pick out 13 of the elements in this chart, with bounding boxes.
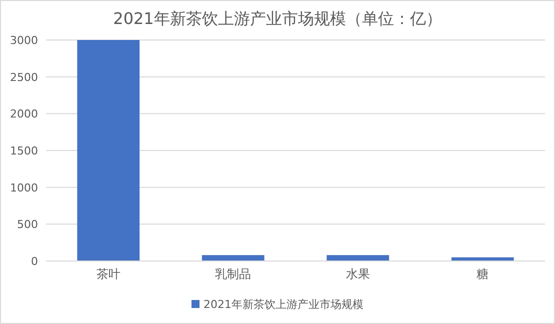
y-tick-label: 3000 <box>10 34 38 47</box>
x-tick-label: 水果 <box>346 267 370 281</box>
y-tick-label: 2000 <box>10 108 38 121</box>
y-tick-label: 0 <box>31 255 38 268</box>
y-tick-label: 1000 <box>10 181 38 194</box>
x-tick-label: 糖 <box>476 267 489 281</box>
x-tick-label: 乳制品 <box>215 267 252 281</box>
x-tick-label: 茶叶 <box>96 267 120 281</box>
legend: 2021年新茶饮上游产业市场规模 <box>192 298 364 311</box>
y-tick-label: 500 <box>17 218 38 232</box>
y-tick-label: 2500 <box>10 70 38 84</box>
chart-title: 2021年新茶饮上游产业市场规模（单位：亿） <box>113 9 442 28</box>
y-tick-label: 1500 <box>10 144 38 158</box>
